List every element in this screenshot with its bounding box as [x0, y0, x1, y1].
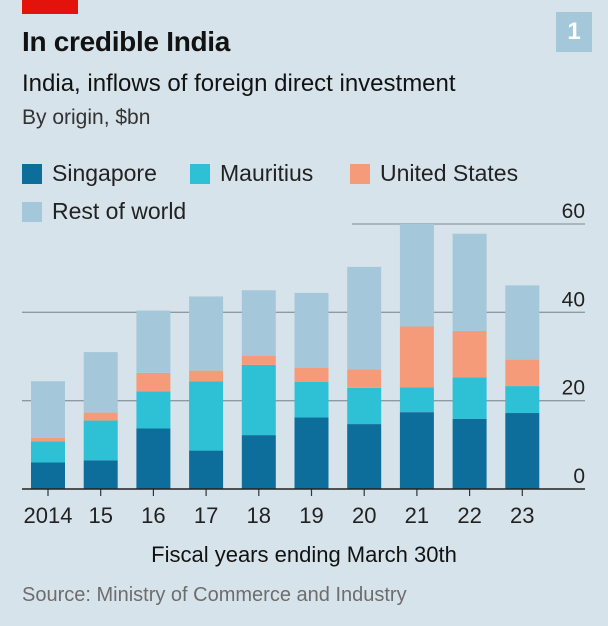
legend-swatch-united-states: [350, 163, 370, 184]
stacked-bar-chart: 0 20 40 60 2014 15 16 17 18 19 20 21 22 23: [22, 200, 585, 528]
chart-unit-label: By origin, $bn: [22, 106, 151, 129]
legend-label-singapore: Singapore: [52, 160, 157, 186]
chart-title: In credible India: [22, 26, 231, 57]
x-tick-label-15: 15: [88, 503, 112, 528]
bar-mauritius-2014: [31, 441, 65, 463]
x-tick-label-18: 18: [247, 503, 271, 528]
bar-rest-of-world-16: [136, 310, 171, 373]
bar-mauritius-21: [399, 387, 434, 413]
chart-subtitle: India, inflows of foreign direct investm…: [22, 70, 456, 97]
x-tick-label-22: 22: [457, 503, 481, 528]
x-tick-label-19: 19: [299, 503, 323, 528]
bar-singapore-23: [505, 413, 540, 489]
bar-united-states-15: [83, 412, 118, 421]
bar-rest-of-world-19: [294, 292, 329, 368]
chart-number-badge: 1: [556, 12, 592, 52]
legend-swatch-singapore: [22, 163, 42, 184]
x-tick-label-21: 21: [405, 503, 429, 528]
bar-rest-of-world-18: [241, 290, 276, 356]
bar-united-states-18: [241, 355, 276, 365]
bar-united-states-17: [189, 370, 224, 382]
y-tick-label-40: 40: [562, 288, 585, 311]
legend-label-rest-of-world: Rest of world: [52, 198, 187, 224]
bar-rest-of-world-20: [347, 266, 382, 370]
bar-mauritius-20: [347, 387, 382, 425]
bar-singapore-15: [83, 460, 118, 489]
legend-item-singapore: Singapore: [22, 160, 157, 187]
source-note: Source: Ministry of Commerce and Industr…: [22, 584, 407, 606]
bar-singapore-21: [399, 412, 434, 489]
x-tick-label-2014: 2014: [24, 503, 73, 528]
legend-item-rest-of-world: Rest of world: [22, 198, 186, 225]
bar-united-states-23: [505, 359, 540, 387]
bar-united-states-22: [452, 330, 487, 378]
bar-singapore-16: [136, 428, 171, 489]
bar-united-states-19: [294, 367, 329, 382]
bar-united-states-20: [347, 369, 382, 388]
x-tick-label-17: 17: [194, 503, 218, 528]
bar-singapore-19: [294, 417, 329, 489]
x-tick-label-23: 23: [510, 503, 534, 528]
x-tick-label-16: 16: [141, 503, 165, 528]
bar-rest-of-world-21: [399, 224, 434, 327]
brand-red-tag: [22, 0, 78, 14]
bar-united-states-21: [399, 326, 434, 388]
bar-mauritius-22: [452, 377, 487, 419]
bar-singapore-18: [241, 435, 276, 489]
bar-mauritius-16: [136, 391, 171, 429]
bar-mauritius-17: [189, 381, 224, 451]
bar-rest-of-world-23: [505, 285, 540, 360]
legend-swatch-mauritius: [190, 163, 210, 184]
bar-rest-of-world-22: [452, 233, 487, 331]
bar-mauritius-15: [83, 420, 118, 461]
legend-label-mauritius: Mauritius: [220, 160, 314, 186]
bar-singapore-2014: [31, 462, 65, 489]
legend-item-united-states: United States: [350, 160, 518, 187]
bar-singapore-20: [347, 424, 382, 489]
bar-rest-of-world-2014: [31, 381, 65, 438]
x-tick-label-20: 20: [352, 503, 376, 528]
bar-rest-of-world-15: [83, 352, 118, 413]
bar-mauritius-23: [505, 386, 540, 414]
bar-mauritius-19: [294, 381, 329, 418]
bar-united-states-16: [136, 372, 171, 392]
bar-united-states-2014: [31, 437, 65, 442]
legend-item-mauritius: Mauritius: [190, 160, 313, 187]
bar-mauritius-18: [241, 364, 276, 436]
y-tick-label-20: 20: [562, 377, 585, 400]
y-tick-label-0: 0: [573, 465, 585, 488]
legend-swatch-rest-of-world: [22, 201, 42, 222]
bar-singapore-22: [452, 418, 487, 489]
y-tick-label-60: 60: [562, 200, 585, 223]
legend-label-united-states: United States: [380, 160, 519, 186]
bar-rest-of-world-17: [189, 296, 224, 371]
bar-singapore-17: [189, 450, 224, 489]
x-axis-title: Fiscal years ending March 30th: [151, 542, 457, 567]
